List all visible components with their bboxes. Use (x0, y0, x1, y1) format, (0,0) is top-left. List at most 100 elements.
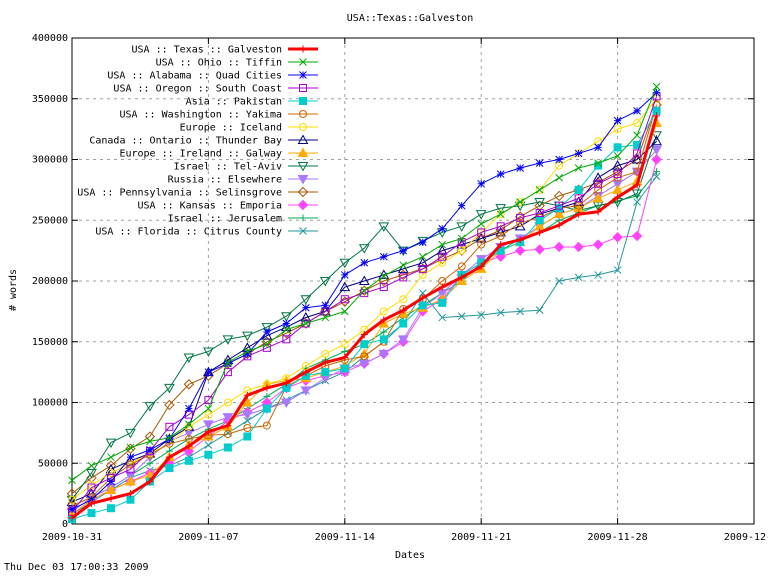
x-tick-label: 2009-11-21 (451, 532, 511, 543)
data-point (358, 275, 370, 285)
data-point (417, 236, 429, 247)
data-point (418, 252, 427, 261)
data-point (535, 159, 544, 167)
data-point (360, 340, 369, 349)
data-point (341, 354, 349, 362)
data-point (300, 386, 312, 396)
data-point (397, 263, 409, 273)
data-point (105, 438, 117, 449)
data-point (594, 179, 603, 188)
series-line (71, 104, 658, 494)
y-tick-label: 300000 (32, 155, 68, 166)
series-line (71, 96, 658, 513)
data-point (185, 442, 193, 450)
data-point (282, 325, 291, 334)
data-point (380, 316, 388, 324)
data-point (165, 435, 174, 443)
data-point (300, 295, 312, 305)
data-point (418, 264, 427, 273)
data-point (184, 434, 193, 443)
data-point (477, 220, 486, 228)
data-point (125, 471, 136, 481)
data-point (633, 149, 642, 158)
data-point (126, 465, 135, 474)
data-point (438, 298, 447, 307)
data-point (653, 168, 661, 176)
data-point (516, 213, 525, 222)
data-point (165, 422, 174, 431)
data-point (184, 456, 193, 465)
y-tick-label: 100000 (32, 398, 68, 409)
data-point (204, 410, 213, 419)
data-point (516, 198, 525, 207)
data-point (477, 262, 485, 270)
data-point (282, 335, 291, 344)
legend-label: USA :: Florida :: Citrus County (95, 227, 282, 238)
data-point (125, 443, 136, 454)
series-1 (68, 82, 661, 485)
data-point (339, 258, 351, 269)
chart-title: USA::Texas::Galveston (347, 13, 473, 24)
data-point (418, 270, 427, 279)
data-point (261, 336, 273, 347)
data-point (574, 194, 583, 203)
data-point (418, 301, 427, 310)
data-point (204, 404, 213, 413)
data-point (204, 450, 213, 459)
data-point (224, 358, 232, 367)
data-point (203, 420, 214, 430)
data-point (380, 328, 388, 336)
data-point (297, 186, 309, 198)
data-point (399, 319, 408, 328)
data-point (243, 391, 251, 399)
data-point (301, 319, 310, 328)
data-point (631, 230, 643, 242)
data-point (631, 153, 643, 164)
data-point (126, 453, 135, 462)
series-4 (68, 106, 661, 524)
data-point (299, 58, 307, 66)
data-point (613, 170, 622, 179)
data-point (340, 307, 349, 316)
data-point (146, 437, 154, 446)
y-tick-label: 50000 (38, 458, 68, 469)
data-point (299, 227, 307, 235)
data-point (224, 422, 232, 430)
data-point (299, 97, 307, 105)
legend-label: USA :: Oregon :: South Coast (113, 84, 282, 95)
data-point (280, 398, 292, 409)
data-point (497, 241, 505, 249)
data-point (555, 277, 563, 285)
data-point (263, 328, 271, 336)
data-point (222, 335, 234, 345)
data-point (146, 446, 154, 454)
data-point (535, 186, 544, 194)
data-point (496, 210, 505, 219)
data-point (457, 262, 466, 271)
data-point (477, 179, 486, 188)
data-point (612, 232, 623, 243)
data-point (321, 349, 330, 358)
data-point (106, 468, 115, 477)
data-point (536, 228, 544, 236)
data-point (496, 222, 505, 231)
data-point (516, 164, 525, 172)
data-point (105, 484, 117, 494)
series-line (71, 122, 658, 515)
series-0 (68, 112, 661, 522)
data-point (299, 123, 307, 131)
series-3 (68, 92, 661, 516)
footer-timestamp: Thu Dec 03 17:00:33 2009 (4, 562, 149, 573)
data-point (594, 143, 602, 152)
data-point (438, 224, 447, 233)
data-point (106, 504, 115, 513)
data-point (183, 353, 195, 364)
data-point (299, 214, 307, 222)
data-point (223, 443, 232, 452)
data-point (653, 112, 661, 120)
data-point (612, 184, 623, 194)
data-point (456, 222, 468, 232)
data-point (243, 350, 252, 358)
data-point (126, 443, 135, 452)
